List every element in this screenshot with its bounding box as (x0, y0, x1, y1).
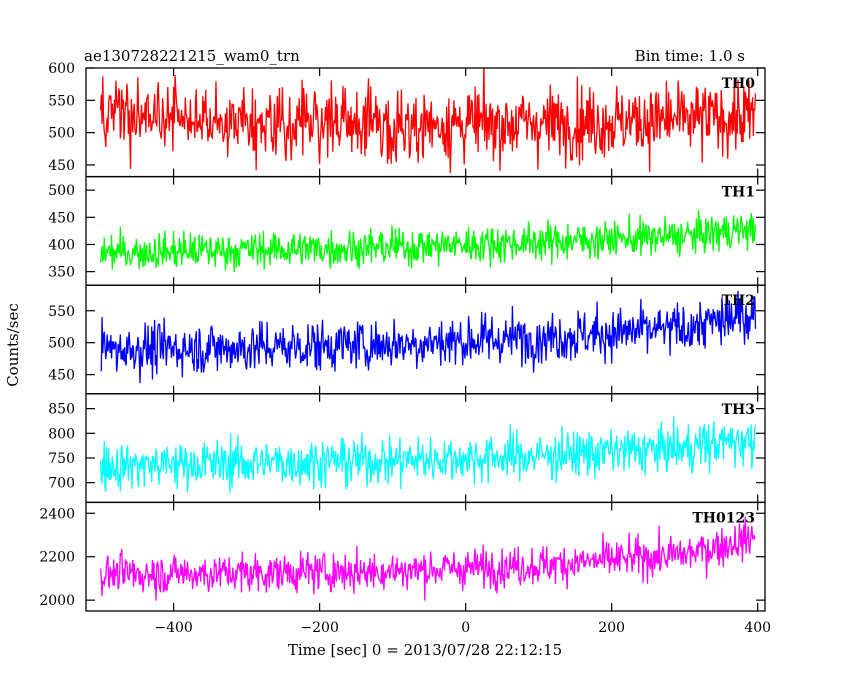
y-tick-label: 2000 (39, 593, 75, 609)
y-tick-label: 500 (48, 183, 75, 199)
x-tick-label: 400 (744, 620, 771, 636)
y-tick-label: 350 (48, 265, 75, 281)
x-tick-label: −400 (154, 620, 192, 636)
series-line-th0 (99, 68, 757, 173)
series-line-th2 (100, 290, 757, 384)
x-tick-label: −200 (300, 620, 338, 636)
y-tick-label: 550 (48, 304, 75, 320)
x-tick-label: 200 (598, 620, 625, 636)
y-tick-label: 450 (48, 210, 75, 226)
y-tick-label: 850 (48, 402, 75, 418)
header-right-label: Bin time: 1.0 s (635, 47, 745, 65)
panels-group: 450 500 550 600 TH0 350 400 450 500 TH1 450 500 550 T… (39, 61, 771, 636)
y-tick-label: 800 (48, 426, 75, 442)
panel-frame (85, 175, 766, 286)
y-tick-label: 600 (48, 61, 75, 77)
panel-label-th0: TH0 (722, 76, 756, 92)
x-axis-label: Time [sec] 0 = 2013/07/28 22:12:15 (288, 641, 562, 659)
panel-label-th0123: TH0123 (692, 510, 755, 526)
y-tick-label: 450 (48, 158, 75, 174)
y-tick-label: 2200 (39, 550, 75, 566)
series-line-th3 (99, 416, 757, 493)
y-tick-label: 750 (48, 451, 75, 467)
y-tick-label: 500 (48, 336, 75, 352)
panel-label-th2: TH2 (722, 293, 755, 309)
header-left-label: ae130728221215_wam0_trn (84, 47, 300, 65)
y-tick-label: 450 (48, 368, 75, 384)
y-tick-label: 400 (48, 237, 75, 253)
panel-label-th1: TH1 (722, 185, 755, 201)
series-line-th0123 (99, 516, 756, 601)
y-axis-label: Counts/sec (4, 303, 22, 387)
y-tick-label: 500 (48, 126, 75, 142)
y-tick-label: 2400 (39, 506, 75, 522)
y-tick-label: 700 (48, 476, 75, 492)
panel-label-th3: TH3 (722, 402, 755, 418)
y-tick-label: 550 (48, 93, 75, 109)
series-line-th1 (99, 209, 757, 273)
x-tick-label: 0 (461, 620, 470, 636)
